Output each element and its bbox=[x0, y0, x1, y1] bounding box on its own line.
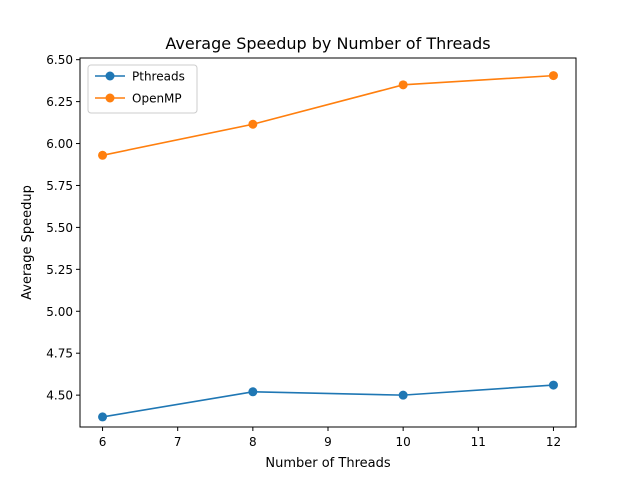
x-tick-label: 9 bbox=[324, 435, 332, 449]
legend-marker bbox=[105, 71, 115, 81]
y-tick-label: 4.50 bbox=[46, 389, 73, 403]
data-point bbox=[548, 380, 558, 390]
y-tick-label: 5.50 bbox=[46, 221, 73, 235]
legend-item-pthreads: Pthreads bbox=[95, 70, 185, 84]
chart-title: Average Speedup by Number of Threads bbox=[165, 34, 490, 53]
x-tick-label: 10 bbox=[396, 435, 411, 449]
series-pthreads bbox=[98, 380, 558, 422]
x-tick-label: 7 bbox=[174, 435, 182, 449]
x-tick-label: 12 bbox=[546, 435, 561, 449]
legend-label: Pthreads bbox=[132, 70, 185, 84]
data-point bbox=[98, 150, 108, 160]
y-tick-label: 6.25 bbox=[46, 95, 73, 109]
legend-box bbox=[87, 64, 198, 114]
y-tick-label: 5.75 bbox=[46, 179, 73, 193]
series-line bbox=[102, 74, 554, 157]
x-tick-label: 11 bbox=[471, 435, 486, 449]
y-axis-label: Average Speedup bbox=[20, 185, 35, 300]
legend-marker bbox=[105, 93, 115, 103]
legend: Pthreads OpenMP bbox=[87, 64, 198, 114]
series-openmp bbox=[98, 71, 558, 160]
y-tick-label: 5.00 bbox=[46, 305, 73, 319]
data-point bbox=[548, 71, 558, 81]
y-tick-label: 6.00 bbox=[46, 137, 73, 151]
data-point bbox=[398, 80, 408, 90]
series-line bbox=[102, 384, 554, 418]
y-tick-label: 6.50 bbox=[46, 53, 73, 67]
series-layer bbox=[98, 71, 558, 422]
data-point bbox=[248, 387, 258, 397]
x-tick-label: 6 bbox=[99, 435, 107, 449]
data-point bbox=[248, 119, 258, 129]
x-axis-label: Number of Threads bbox=[265, 456, 390, 471]
data-point bbox=[98, 412, 108, 422]
y-tick-label: 5.25 bbox=[46, 263, 73, 277]
x-axis: 6 7 8 9 10 11 12 bbox=[99, 427, 561, 449]
y-axis: 4.50 4.75 5.00 5.25 5.50 5.75 6.00 6.25 6.50 bbox=[46, 53, 80, 403]
legend-label: OpenMP bbox=[132, 92, 182, 106]
data-point bbox=[398, 390, 408, 400]
y-tick-label: 4.75 bbox=[46, 347, 73, 361]
x-tick-label: 8 bbox=[249, 435, 257, 449]
legend-item-openmp: OpenMP bbox=[95, 92, 182, 106]
